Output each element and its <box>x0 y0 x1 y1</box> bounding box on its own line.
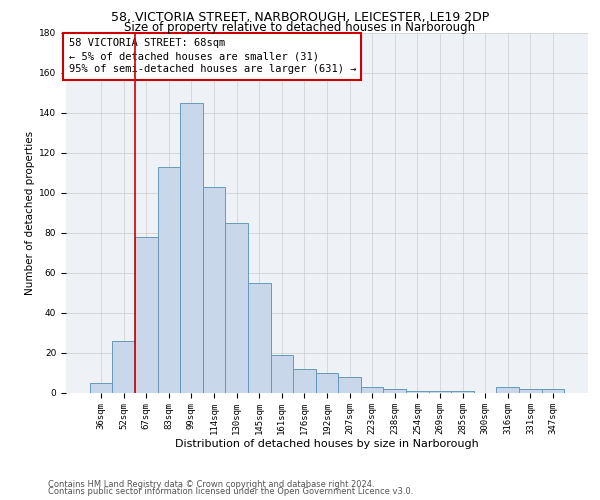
Bar <box>496 386 519 392</box>
Bar <box>158 166 180 392</box>
Bar <box>428 390 451 392</box>
Bar <box>316 372 338 392</box>
Text: 58, VICTORIA STREET, NARBOROUGH, LEICESTER, LE19 2DP: 58, VICTORIA STREET, NARBOROUGH, LEICEST… <box>111 11 489 24</box>
Text: Contains HM Land Registry data © Crown copyright and database right 2024.: Contains HM Land Registry data © Crown c… <box>48 480 374 489</box>
Bar <box>112 340 135 392</box>
Bar <box>271 354 293 393</box>
Bar <box>383 388 406 392</box>
Bar <box>180 102 203 393</box>
Bar <box>203 186 226 392</box>
Text: Contains public sector information licensed under the Open Government Licence v3: Contains public sector information licen… <box>48 488 413 496</box>
X-axis label: Distribution of detached houses by size in Narborough: Distribution of detached houses by size … <box>175 438 479 448</box>
Bar <box>135 236 158 392</box>
Bar <box>338 376 361 392</box>
Bar <box>293 368 316 392</box>
Text: Size of property relative to detached houses in Narborough: Size of property relative to detached ho… <box>124 22 476 35</box>
Text: 58 VICTORIA STREET: 68sqm
← 5% of detached houses are smaller (31)
95% of semi-d: 58 VICTORIA STREET: 68sqm ← 5% of detach… <box>68 38 356 74</box>
Bar <box>519 388 542 392</box>
Y-axis label: Number of detached properties: Number of detached properties <box>25 130 35 294</box>
Bar <box>361 386 383 392</box>
Bar <box>248 282 271 393</box>
Bar <box>406 390 428 392</box>
Bar <box>451 390 474 392</box>
Bar <box>90 382 112 392</box>
Bar <box>226 222 248 392</box>
Bar <box>542 388 564 392</box>
